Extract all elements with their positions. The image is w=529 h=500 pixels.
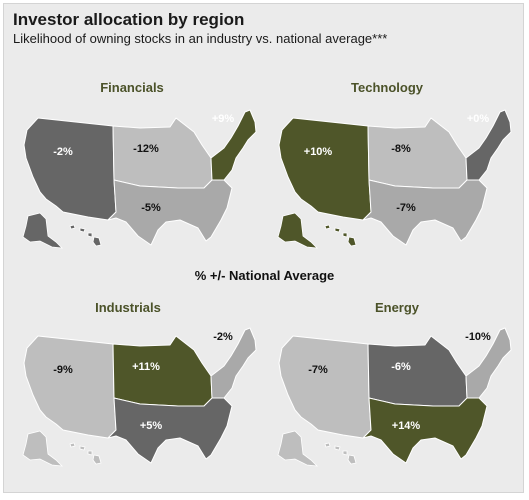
region-midwest bbox=[112, 117, 213, 189]
region-west bbox=[23, 117, 117, 221]
map-financials: -2% -12% -5% +9% bbox=[22, 109, 257, 249]
value-west: -2% bbox=[53, 146, 73, 158]
region-northeast bbox=[465, 109, 512, 181]
value-midwest: -6% bbox=[391, 361, 411, 373]
value-west: -9% bbox=[53, 364, 73, 376]
value-midwest: +11% bbox=[132, 361, 160, 373]
value-midwest: -8% bbox=[391, 143, 411, 155]
value-west: +10% bbox=[304, 146, 333, 158]
region-midwest bbox=[112, 335, 213, 407]
region-south bbox=[107, 179, 233, 246]
map-industrials: -9% +11% +5% -2% bbox=[22, 327, 257, 467]
value-south: +14% bbox=[392, 420, 421, 432]
value-south: -7% bbox=[396, 202, 416, 214]
map-technology: +10% -8% -7% +0% bbox=[277, 109, 512, 249]
region-alaska bbox=[22, 430, 64, 467]
region-south bbox=[362, 397, 488, 464]
region-northeast bbox=[210, 327, 257, 399]
value-northeast: +9% bbox=[212, 113, 235, 125]
region-alaska bbox=[277, 212, 319, 249]
region-south bbox=[107, 397, 233, 464]
page-title: Investor allocation by region bbox=[13, 10, 245, 29]
value-northeast: -2% bbox=[213, 331, 233, 343]
region-northeast bbox=[210, 109, 257, 181]
region-hawaii bbox=[69, 442, 102, 465]
value-midwest: -12% bbox=[133, 143, 159, 155]
region-hawaii bbox=[324, 224, 357, 247]
region-west bbox=[278, 335, 372, 439]
panel-title-industrials: Industrials bbox=[95, 300, 161, 315]
region-west bbox=[23, 335, 117, 439]
region-northeast bbox=[465, 327, 512, 399]
region-south bbox=[362, 179, 488, 246]
region-midwest bbox=[367, 117, 468, 189]
value-west: -7% bbox=[308, 364, 328, 376]
value-northeast: -10% bbox=[465, 331, 491, 343]
region-midwest bbox=[367, 335, 468, 407]
value-south: +5% bbox=[140, 420, 163, 432]
region-alaska bbox=[277, 430, 319, 467]
panel-title-technology: Technology bbox=[351, 80, 423, 95]
chart-frame: Investor allocation by region Likelihood… bbox=[3, 3, 524, 493]
legend-label: % +/- National Average bbox=[194, 268, 335, 283]
panel-title-energy: Energy bbox=[374, 300, 420, 315]
map-energy: -7% -6% +14% -10% bbox=[277, 327, 512, 467]
region-hawaii bbox=[69, 224, 102, 247]
region-west bbox=[278, 117, 372, 221]
region-hawaii bbox=[324, 442, 357, 465]
value-northeast: +0% bbox=[467, 113, 490, 125]
panel-title-financials: Financials bbox=[100, 80, 164, 95]
region-alaska bbox=[22, 212, 64, 249]
page-subtitle: Likelihood of owning stocks in an indust… bbox=[13, 31, 388, 46]
value-south: -5% bbox=[141, 202, 161, 214]
